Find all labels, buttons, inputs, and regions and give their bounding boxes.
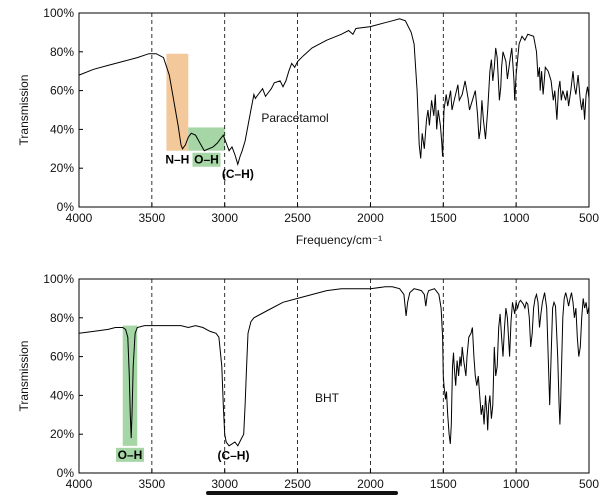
scroll-indicator[interactable]: [206, 491, 398, 495]
band-label: O–H: [194, 153, 219, 167]
y-tick-labels: 0% 20% 40% 60% 80% 100%: [43, 272, 83, 480]
x-tick-label: 4000: [66, 477, 93, 491]
x-tick-label: 3500: [139, 477, 166, 491]
bht-panel: 0% 20% 40% 60% 80% 100% 4000 3500 3000 2500 2000 1…: [17, 272, 599, 491]
paracetamol-panel: 0% 20% 40% 60% 80% 100% 4000 3500 3000 2500 2000 1…: [17, 6, 599, 247]
annotations: O–H (C–H): [116, 447, 249, 462]
bht-spectrum-line: [78, 286, 590, 447]
x-tick-label: 3000: [211, 211, 238, 225]
y-tick-labels: 0% 20% 40% 60% 80% 100%: [43, 6, 83, 214]
y-tick-label: 80%: [50, 311, 74, 325]
y-axis-label: Transmission: [17, 75, 31, 146]
x-tick-label: 3500: [139, 211, 166, 225]
x-axis-label: Frequency/cm⁻¹: [296, 233, 382, 247]
band-label: N–H: [165, 153, 189, 167]
compound-label: Paracetamol: [261, 111, 328, 125]
y-tick-label: 20%: [50, 427, 74, 441]
compound-label: BHT: [315, 391, 340, 405]
x-tick-label: 2000: [357, 477, 384, 491]
highlight-band: [166, 53, 189, 151]
dashed-gridlines: [151, 13, 517, 207]
y-tick-label: 0%: [57, 466, 75, 480]
y-tick-label: 40%: [50, 388, 74, 402]
x-tick-label: 500: [579, 477, 599, 491]
x-tick-label: 2500: [284, 211, 311, 225]
x-tick-label: 1000: [503, 211, 530, 225]
band-label: O–H: [118, 448, 143, 462]
highlight-band: [188, 127, 225, 151]
y-tick-label: 80%: [50, 45, 74, 59]
x-tick-label: 3000: [211, 477, 238, 491]
band-label-bg: [192, 152, 221, 167]
x-tick-label: 1000: [503, 477, 530, 491]
x-tick-label: 4000: [66, 211, 93, 225]
x-tick-label: 1500: [430, 477, 457, 491]
y-tick-label: 100%: [43, 272, 74, 286]
y-tick-label: 60%: [50, 84, 74, 98]
y-tick-label: 40%: [50, 122, 74, 136]
y-axis-label: Transmission: [17, 341, 31, 412]
band-label-bg: [116, 447, 144, 462]
y-tick-label: 20%: [50, 161, 74, 175]
x-tick-label: 1500: [430, 211, 457, 225]
y-tick-label: 60%: [50, 350, 74, 364]
plot-frame: [78, 12, 590, 208]
annotation-label: (C–H): [222, 167, 254, 181]
plot-frame: [78, 278, 590, 474]
x-tick-labels: 4000 3500 3000 2500 2000 1500 1000 500: [66, 203, 599, 225]
highlight-bands: [166, 53, 225, 151]
y-tick-label: 0%: [57, 200, 75, 214]
x-tick-label: 2000: [357, 211, 384, 225]
x-tick-label: 500: [579, 211, 599, 225]
x-tick-labels: 4000 3500 3000 2500 2000 1500 1000 500: [66, 469, 599, 491]
annotation-label: (C–H): [217, 448, 249, 462]
paracetamol-spectrum-line: [78, 18, 590, 167]
y-tick-label: 100%: [43, 6, 74, 20]
dashed-gridlines: [151, 279, 517, 473]
x-tick-label: 2500: [284, 477, 311, 491]
annotations: N–H O–H(C–H): [165, 152, 254, 181]
